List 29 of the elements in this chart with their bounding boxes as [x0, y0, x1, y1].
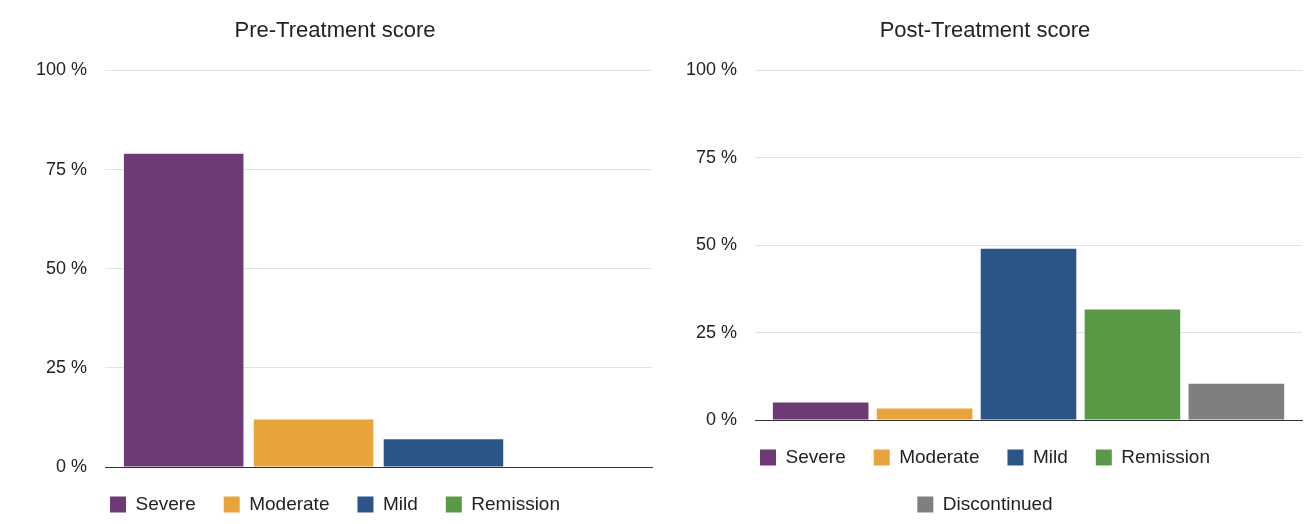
- y-tick-label: 100 %: [685, 59, 738, 80]
- bar: [253, 419, 374, 467]
- y-tick-label: 25 %: [696, 321, 738, 342]
- y-tick-label: 0 %: [706, 408, 738, 429]
- bar: [772, 402, 869, 420]
- bar: [1188, 383, 1285, 420]
- y-tick-label: 50 %: [696, 234, 738, 255]
- legend-label: Mild: [382, 492, 418, 514]
- bar: [980, 248, 1077, 420]
- bar: [876, 408, 973, 420]
- bar: [123, 153, 244, 467]
- chart-title: Post-Treatment score: [879, 17, 1091, 43]
- legend-label: Remission: [1121, 445, 1211, 467]
- y-tick-label: 75 %: [46, 158, 88, 179]
- y-tick-label: 75 %: [696, 146, 738, 167]
- y-tick-label: 100 %: [35, 59, 88, 80]
- legend-label: Mild: [1032, 445, 1068, 467]
- bar: [383, 439, 504, 467]
- legend-label: Moderate: [249, 492, 330, 514]
- legend-label: Discontinued: [942, 492, 1053, 514]
- legend-label: Severe: [785, 445, 846, 467]
- y-tick-label: 25 %: [46, 356, 88, 377]
- legend-label: Severe: [135, 492, 196, 514]
- legend-label: Moderate: [899, 445, 980, 467]
- legend-label: Remission: [471, 492, 561, 514]
- chart-title: Pre-Treatment score: [234, 17, 436, 43]
- y-tick-label: 0 %: [56, 455, 88, 476]
- y-tick-label: 50 %: [46, 257, 88, 278]
- bar: [1084, 309, 1181, 420]
